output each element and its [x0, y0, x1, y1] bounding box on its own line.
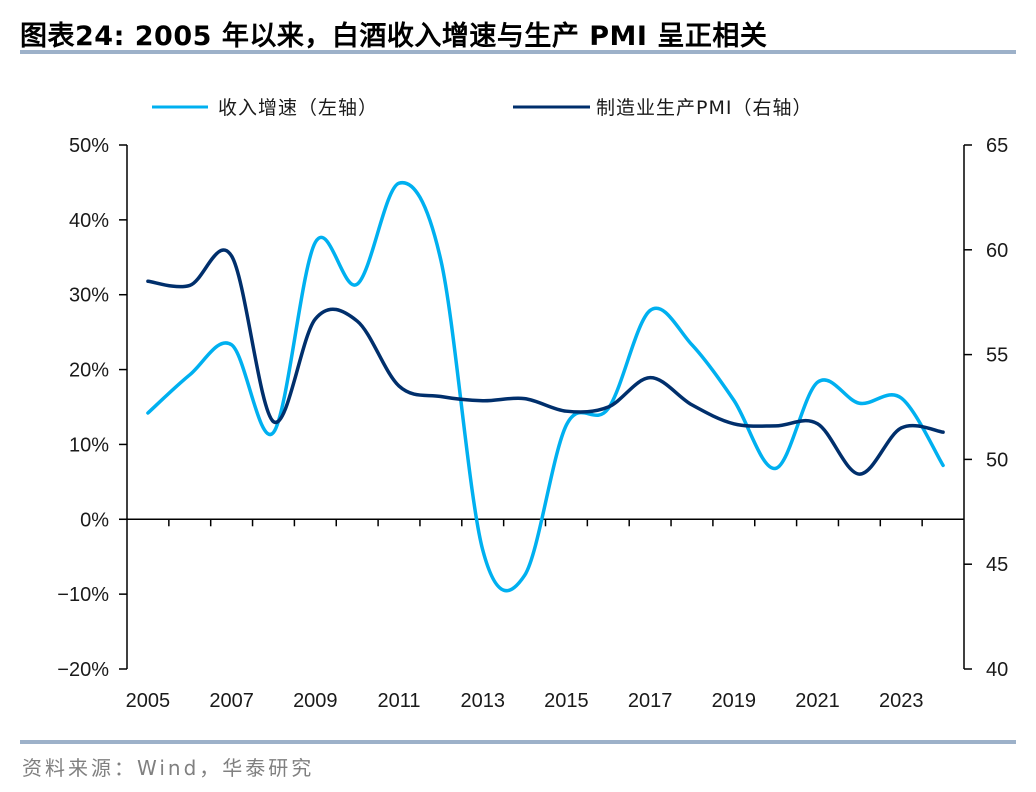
y-right-tick-label: 40 — [986, 659, 1008, 681]
legend: 收入增速（左轴） 制造业生产PMI（右轴） — [152, 97, 812, 119]
x-tick-label: 2019 — [712, 690, 757, 712]
y-right-tick-label: 45 — [986, 554, 1008, 576]
x-tick-label: 2017 — [628, 690, 673, 712]
axes: 50% 40% 30% 20% 10% 0% −10% −20% 65 60 55 50 45 40 200… — [57, 135, 1008, 712]
x-tick-label: 2009 — [293, 690, 338, 712]
y-right-tick-label: 60 — [986, 240, 1008, 262]
y-right-tick-label: 55 — [986, 345, 1008, 367]
x-tick-label: 2021 — [795, 690, 840, 712]
y-left-tick-label: 30% — [69, 285, 109, 307]
y-right-tick-label: 65 — [986, 135, 1008, 157]
x-tick-label: 2013 — [460, 690, 505, 712]
y-left-tick-label: 10% — [69, 434, 109, 456]
y-right-tick-label: 50 — [986, 449, 1008, 471]
y-left-tick-label: −10% — [57, 584, 109, 606]
y-left-tick-label: 50% — [69, 135, 109, 157]
x-tick-label: 2023 — [879, 690, 924, 712]
chart: 收入增速（左轴） 制造业生产PMI（右轴） 50% 40% 30% 20% 10% 0% −… — [57, 97, 1008, 712]
x-tick-label: 2005 — [126, 690, 171, 712]
source-note: 资料来源：Wind，华泰研究 — [22, 756, 315, 780]
chart-title: 图表24: 2005 年以来，白酒收入增速与生产 PMI 呈正相关 — [20, 21, 768, 52]
series-lines — [146, 180, 945, 593]
source-divider — [20, 740, 1016, 744]
y-left-tick-label: −20% — [57, 659, 109, 681]
x-tick-label: 2011 — [378, 690, 421, 712]
legend-label-revenue: 收入增速（左轴） — [218, 97, 378, 119]
y-left-tick-label: 40% — [69, 210, 109, 232]
series-line-revenue-growth — [146, 180, 945, 593]
legend-label-pmi: 制造业生产PMI（右轴） — [596, 97, 812, 119]
series-line-production-pmi — [146, 248, 945, 476]
y-left-tick-label: 20% — [69, 360, 109, 382]
x-tick-label: 2015 — [544, 690, 589, 712]
y-left-tick-label: 0% — [80, 509, 109, 531]
title-divider — [20, 50, 1016, 54]
x-tick-label: 2007 — [209, 690, 254, 712]
